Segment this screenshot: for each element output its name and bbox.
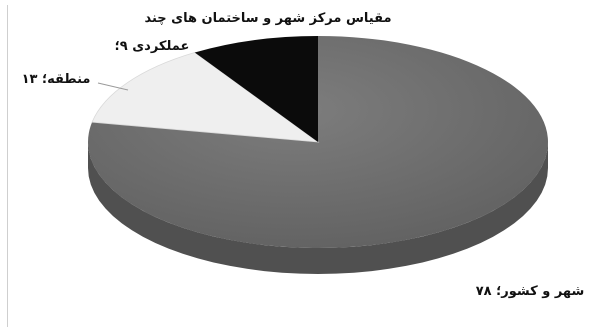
slice-city-country-side — [88, 142, 548, 274]
label-city-country: شهر و کشور؛ ۷۸ — [476, 284, 585, 299]
label-multi-line1: مقیاس مرکز شهر و ساختمان های چند — [144, 11, 391, 26]
slice-region — [91, 52, 320, 143]
label-multi-line2: عملکردی ۹؛ — [115, 39, 190, 54]
slice-multi-function — [194, 36, 318, 142]
region-leader-line — [97, 82, 129, 91]
label-region: منطقه؛ ۱۳ — [22, 72, 91, 87]
chart-border — [7, 5, 8, 327]
